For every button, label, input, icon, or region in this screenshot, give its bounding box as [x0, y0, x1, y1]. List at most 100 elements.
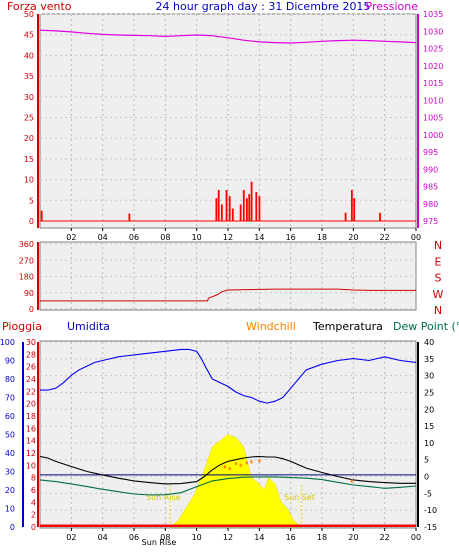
compass-label: N [434, 304, 442, 317]
humidity-tick-label: 90 [5, 357, 15, 366]
wind-bar [255, 192, 258, 221]
dewpoint-line [39, 476, 417, 496]
wind-direction-grid [40, 242, 416, 310]
wind-bar [220, 204, 223, 221]
x-tick-label: 16 [286, 233, 296, 242]
x-tick-label: 22 [380, 233, 390, 242]
temp-tick-label: -5 [424, 489, 432, 498]
pressure-tick-label: 1015 [423, 79, 443, 88]
pressure-tick-label: 985 [423, 183, 438, 192]
windchill-point [258, 459, 261, 463]
rain-tick-label: 16 [26, 424, 36, 433]
x-tick-label: 20 [348, 233, 358, 242]
humidity-tick-label: 50 [5, 431, 15, 440]
wind-direction-axes: 0 N 90 W 180 S 270 E 360 N [19, 239, 444, 317]
x-tick-label: 12 [223, 533, 233, 542]
pressure-tick-label: 990 [423, 165, 438, 174]
direction-tick-label: 90 [24, 289, 34, 298]
x-tick-label: 06 [129, 533, 139, 542]
compass-label: S [435, 272, 442, 285]
pressure-tick-label: 1010 [423, 96, 443, 105]
windchill-point [228, 467, 231, 471]
rain-humidity-temp-axes: -15-10-505101520253035400102030405060708… [0, 338, 437, 547]
temp-tick-label: 15 [424, 422, 434, 431]
wind-tick-label: 35 [24, 72, 34, 81]
compass-label: E [435, 255, 442, 268]
x-tick-label: 12 [223, 233, 233, 242]
humidity-tick-label: 20 [5, 486, 15, 495]
windchill-point [234, 462, 237, 466]
rain-tick-label: 22 [26, 387, 36, 396]
wind-bar [258, 196, 261, 221]
wind-direction-marks [40, 288, 416, 302]
x-tick-label: 18 [317, 233, 327, 242]
pressure-axis-header: Pressione [366, 0, 419, 13]
wind-bar [353, 198, 356, 221]
wind-bar [217, 189, 220, 221]
compass-label: N [434, 239, 442, 252]
pressure-tick-label: 1025 [423, 45, 443, 54]
x-tick-label: 16 [286, 533, 296, 542]
rain-header: Pioggia [2, 320, 42, 333]
wind-bar [239, 204, 242, 221]
pressure-tick-label: 1005 [423, 114, 443, 123]
wind-bar [242, 189, 245, 221]
humidity-tick-label: 0 [10, 523, 15, 532]
wind-tick-label: 0 [29, 217, 34, 226]
temp-tick-label: 20 [424, 405, 434, 414]
rain-tick-label: 8 [31, 474, 36, 483]
windchill-point [350, 479, 353, 483]
humidity-tick-label: 100 [0, 338, 15, 347]
windchill-point [223, 465, 226, 469]
pressure-tick-label: 1000 [423, 131, 443, 140]
wind-tick-label: 25 [24, 114, 34, 123]
pressure-tick-label: 975 [423, 217, 438, 226]
wind-bar [246, 198, 248, 221]
windchill-point [250, 460, 253, 464]
wind-bar [128, 213, 131, 221]
rain-bar [40, 524, 416, 527]
wind-tick-label: 10 [24, 176, 34, 185]
windchill-point [239, 463, 242, 467]
sunshine-area [169, 434, 302, 528]
x-tick-label: 06 [129, 233, 139, 242]
temperature-header: Temperatura [312, 320, 383, 333]
wind-tick-label: 45 [24, 31, 34, 40]
wind-bar [215, 198, 218, 221]
x-tick-label: 08 [160, 533, 170, 542]
rain-tick-label: 4 [31, 498, 36, 507]
wind-bar [228, 196, 231, 221]
x-tick-label: 20 [348, 533, 358, 542]
humidity-line [40, 348, 417, 404]
humidity-tick-label: 30 [5, 468, 15, 477]
wind-bar [40, 210, 43, 221]
humidity-tick-label: 10 [5, 505, 15, 514]
humidity-tick-label: 70 [5, 394, 15, 403]
direction-tick-label: 0 [29, 305, 34, 314]
temp-tick-label: 35 [424, 355, 434, 364]
x-tick-label: 02 [66, 533, 76, 542]
temp-tick-label: 30 [424, 372, 434, 381]
dewpoint-header: Dew Point (°C [393, 320, 459, 333]
x-tick-label: 00 [411, 233, 421, 242]
chart-title: 24 hour graph day : 31 Dicembre 2015 [156, 0, 371, 13]
wind-direction-line [40, 288, 416, 302]
wind-bar [379, 212, 381, 221]
x-tick-label: 10 [192, 233, 202, 242]
wind-tick-label: 50 [24, 10, 34, 19]
temp-tick-label: 40 [424, 338, 434, 347]
x-tick-label: 14 [254, 533, 264, 542]
wind-pressure-axes: 0510152025303540455097598098599099510001… [24, 10, 444, 242]
wind-bar [350, 189, 353, 221]
windchill-header: Windchill [246, 320, 296, 333]
wind-bar [231, 208, 234, 221]
temp-tick-label: 25 [424, 388, 434, 397]
temp-tick-label: 0 [424, 473, 429, 482]
wind-pressure-marks [39, 29, 417, 222]
wind-tick-label: 5 [29, 196, 34, 205]
rain-tick-label: 18 [26, 412, 36, 421]
wind-tick-label: 20 [24, 134, 34, 143]
temp-tick-label: 5 [424, 456, 429, 465]
